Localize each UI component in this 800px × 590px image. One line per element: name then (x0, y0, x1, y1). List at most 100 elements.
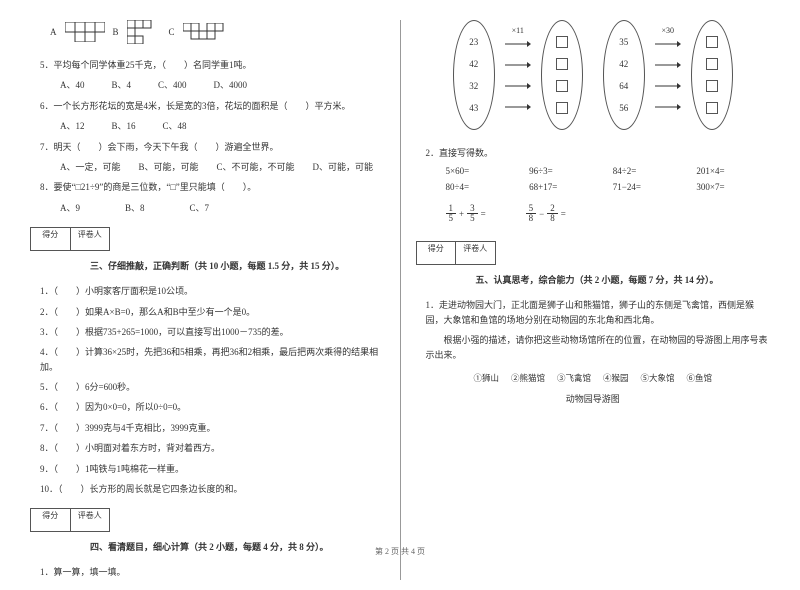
frac-expr-2: 58 − 28 = (526, 204, 566, 223)
calc-cell: 201×4= (696, 166, 770, 176)
calc-cell: 5×60= (446, 166, 520, 176)
page-footer: 第 2 页 共 4 页 (0, 546, 800, 557)
zoo-item: ③飞禽馆 (557, 372, 591, 384)
blank-box (706, 80, 718, 92)
shape-b (127, 20, 161, 44)
q7: 7．明天（ ）会下雨，今天下午我（ ）游遍全世界。 (30, 140, 385, 154)
zoo-item: ⑤大象馆 (641, 372, 675, 384)
arrow-icon (505, 103, 531, 111)
calc-grid: 5×60= 96÷3= 84÷2= 201×4= 80÷4= 68+17= 71… (416, 166, 771, 192)
ov1-v3: 32 (469, 81, 478, 91)
calc-cell: 80÷4= (446, 182, 520, 192)
grader-label: 评卷人 (456, 242, 495, 264)
frac-op: − (539, 209, 544, 219)
zoo-items: ①狮山 ②熊猫馆 ③飞禽馆 ④猴园 ⑤大象馆 ⑥鱼馆 (416, 372, 771, 384)
zoo-map-title: 动物园导游图 (416, 392, 771, 405)
oval-1-left: 23 42 32 43 (453, 20, 495, 130)
score-label: 得分 (31, 228, 71, 250)
blank-box (706, 36, 718, 48)
frac-expr-1: 15 + 35 = (446, 204, 486, 223)
blank-box (706, 58, 718, 70)
blank-box (706, 102, 718, 114)
q8: 8．要使“□21÷9”的商是三位数，“□”里只能填（ ）。 (30, 180, 385, 194)
ov1-v4: 43 (469, 103, 478, 113)
oval-2-left: 35 42 64 56 (603, 20, 645, 130)
arrow-icon (505, 82, 531, 90)
ov2-v2: 42 (619, 59, 628, 69)
blank-box (556, 58, 568, 70)
fraction-row: 15 + 35 = 58 − 28 = (416, 204, 771, 223)
blank-box (556, 102, 568, 114)
j8: 8．（ ）小明面对着东方时，背对着西方。 (30, 441, 385, 455)
label-b: B (113, 27, 119, 37)
ov2-v4: 56 (619, 103, 628, 113)
q2-direct: 2．直接写得数。 (416, 146, 771, 160)
grader-label: 评卷人 (71, 228, 110, 250)
label-a: A (50, 27, 57, 37)
j4: 4．（ ）计算36×25时，先把36和5相乘，再把36和2相乘，最后把两次乘得的… (30, 345, 385, 374)
q6: 6．一个长方形花坛的宽是4米，长是宽的3倍，花坛的面积是（ ）平方米。 (30, 99, 385, 113)
frac-eq: = (481, 209, 486, 219)
calc-q1: 1．算一算，填一填。 (30, 565, 385, 579)
section-5-title: 五、认真思考，综合能力（共 2 小题，每题 7 分，共 14 分）。 (416, 273, 771, 286)
zoo-item: ②熊猫馆 (511, 372, 545, 384)
calc-cell: 300×7= (696, 182, 770, 192)
j7: 7．（ ）3999克与4千克相比，3999克重。 (30, 421, 385, 435)
zoo-q2: 根据小强的描述，请你把这些动物场馆所在的位置，在动物园的导游图上用序号表示出来。 (416, 333, 771, 362)
oval-diagrams: 23 42 32 43 ×11 (416, 20, 771, 130)
score-box-5: 得分 评卷人 (416, 241, 496, 265)
calc-cell: 71−24= (613, 182, 687, 192)
q5-opts: A、40 B、4 C、400 D、4000 (30, 78, 385, 92)
arrow-icon (655, 82, 681, 90)
score-box-3: 得分 评卷人 (30, 227, 110, 251)
zoo-q1: 1．走进动物园大门，正北面是狮子山和熊猫馆，狮子山的东侧是飞禽馆，西侧是猴园，大… (416, 298, 771, 327)
zoo-item: ①狮山 (473, 372, 499, 384)
frac-d: 5 (467, 214, 478, 223)
calc-cell: 96÷3= (529, 166, 603, 176)
blank-box (556, 36, 568, 48)
ov1-v2: 42 (469, 59, 478, 69)
grader-label: 评卷人 (71, 509, 110, 531)
arrow-icon (655, 103, 681, 111)
shape-c (183, 23, 229, 41)
arrow-icon (505, 61, 531, 69)
j2: 2．（ ）如果A×B=0，那么A和B中至少有一个是0。 (30, 305, 385, 319)
label-c: C (169, 27, 175, 37)
section-3-title: 三、仔细推敲，正确判断（共 10 小题，每题 1.5 分，共 15 分）。 (30, 259, 385, 272)
j9: 9．（ ）1吨铁与1吨棉花一样重。 (30, 462, 385, 476)
j10: 10．（ ）长方形的周长就是它四条边长度的和。 (30, 482, 385, 496)
calc-cell: 84÷2= (613, 166, 687, 176)
ov2-v1: 35 (619, 37, 628, 47)
arrow-icon (655, 61, 681, 69)
q7-opts: A、一定，可能 B、可能，可能 C、不可能，不可能 D、可能，可能 (30, 160, 385, 174)
arrows-1: ×11 (505, 40, 531, 111)
score-label: 得分 (417, 242, 457, 264)
frac-d: 8 (547, 214, 558, 223)
oval-2-right (691, 20, 733, 130)
q5: 5．平均每个同学体重25千克，（ ）名同学重1吨。 (30, 58, 385, 72)
frac-d: 8 (526, 214, 537, 223)
blank-box (556, 80, 568, 92)
j6: 6．（ ）因为0×0=0，所以0÷0=0。 (30, 400, 385, 414)
calc-cell: 68+17= (529, 182, 603, 192)
frac-eq: = (561, 209, 566, 219)
arrow-label-2: ×30 (661, 26, 674, 35)
q8-opts: A、9 B、8 C、7 (30, 201, 385, 215)
ov2-v3: 64 (619, 81, 628, 91)
q6-opts: A、12 B、16 C、48 (30, 119, 385, 133)
zoo-item: ⑥鱼馆 (687, 372, 713, 384)
arrow-icon (655, 40, 681, 48)
shape-a (65, 22, 105, 42)
shape-options-row: A B C (30, 20, 385, 44)
arrow-label-1: ×11 (512, 26, 524, 35)
oval-1-right (541, 20, 583, 130)
ov1-v1: 23 (469, 37, 478, 47)
arrows-2: ×30 (655, 40, 681, 111)
score-label: 得分 (31, 509, 71, 531)
column-divider (400, 20, 401, 580)
frac-d: 5 (446, 214, 457, 223)
frac-op: + (459, 209, 464, 219)
j3: 3．（ ）根据735+265=1000，可以直接写出1000－735的差。 (30, 325, 385, 339)
j1: 1．（ ）小明家客厅面积是10公顷。 (30, 284, 385, 298)
j5: 5．（ ）6分=600秒。 (30, 380, 385, 394)
